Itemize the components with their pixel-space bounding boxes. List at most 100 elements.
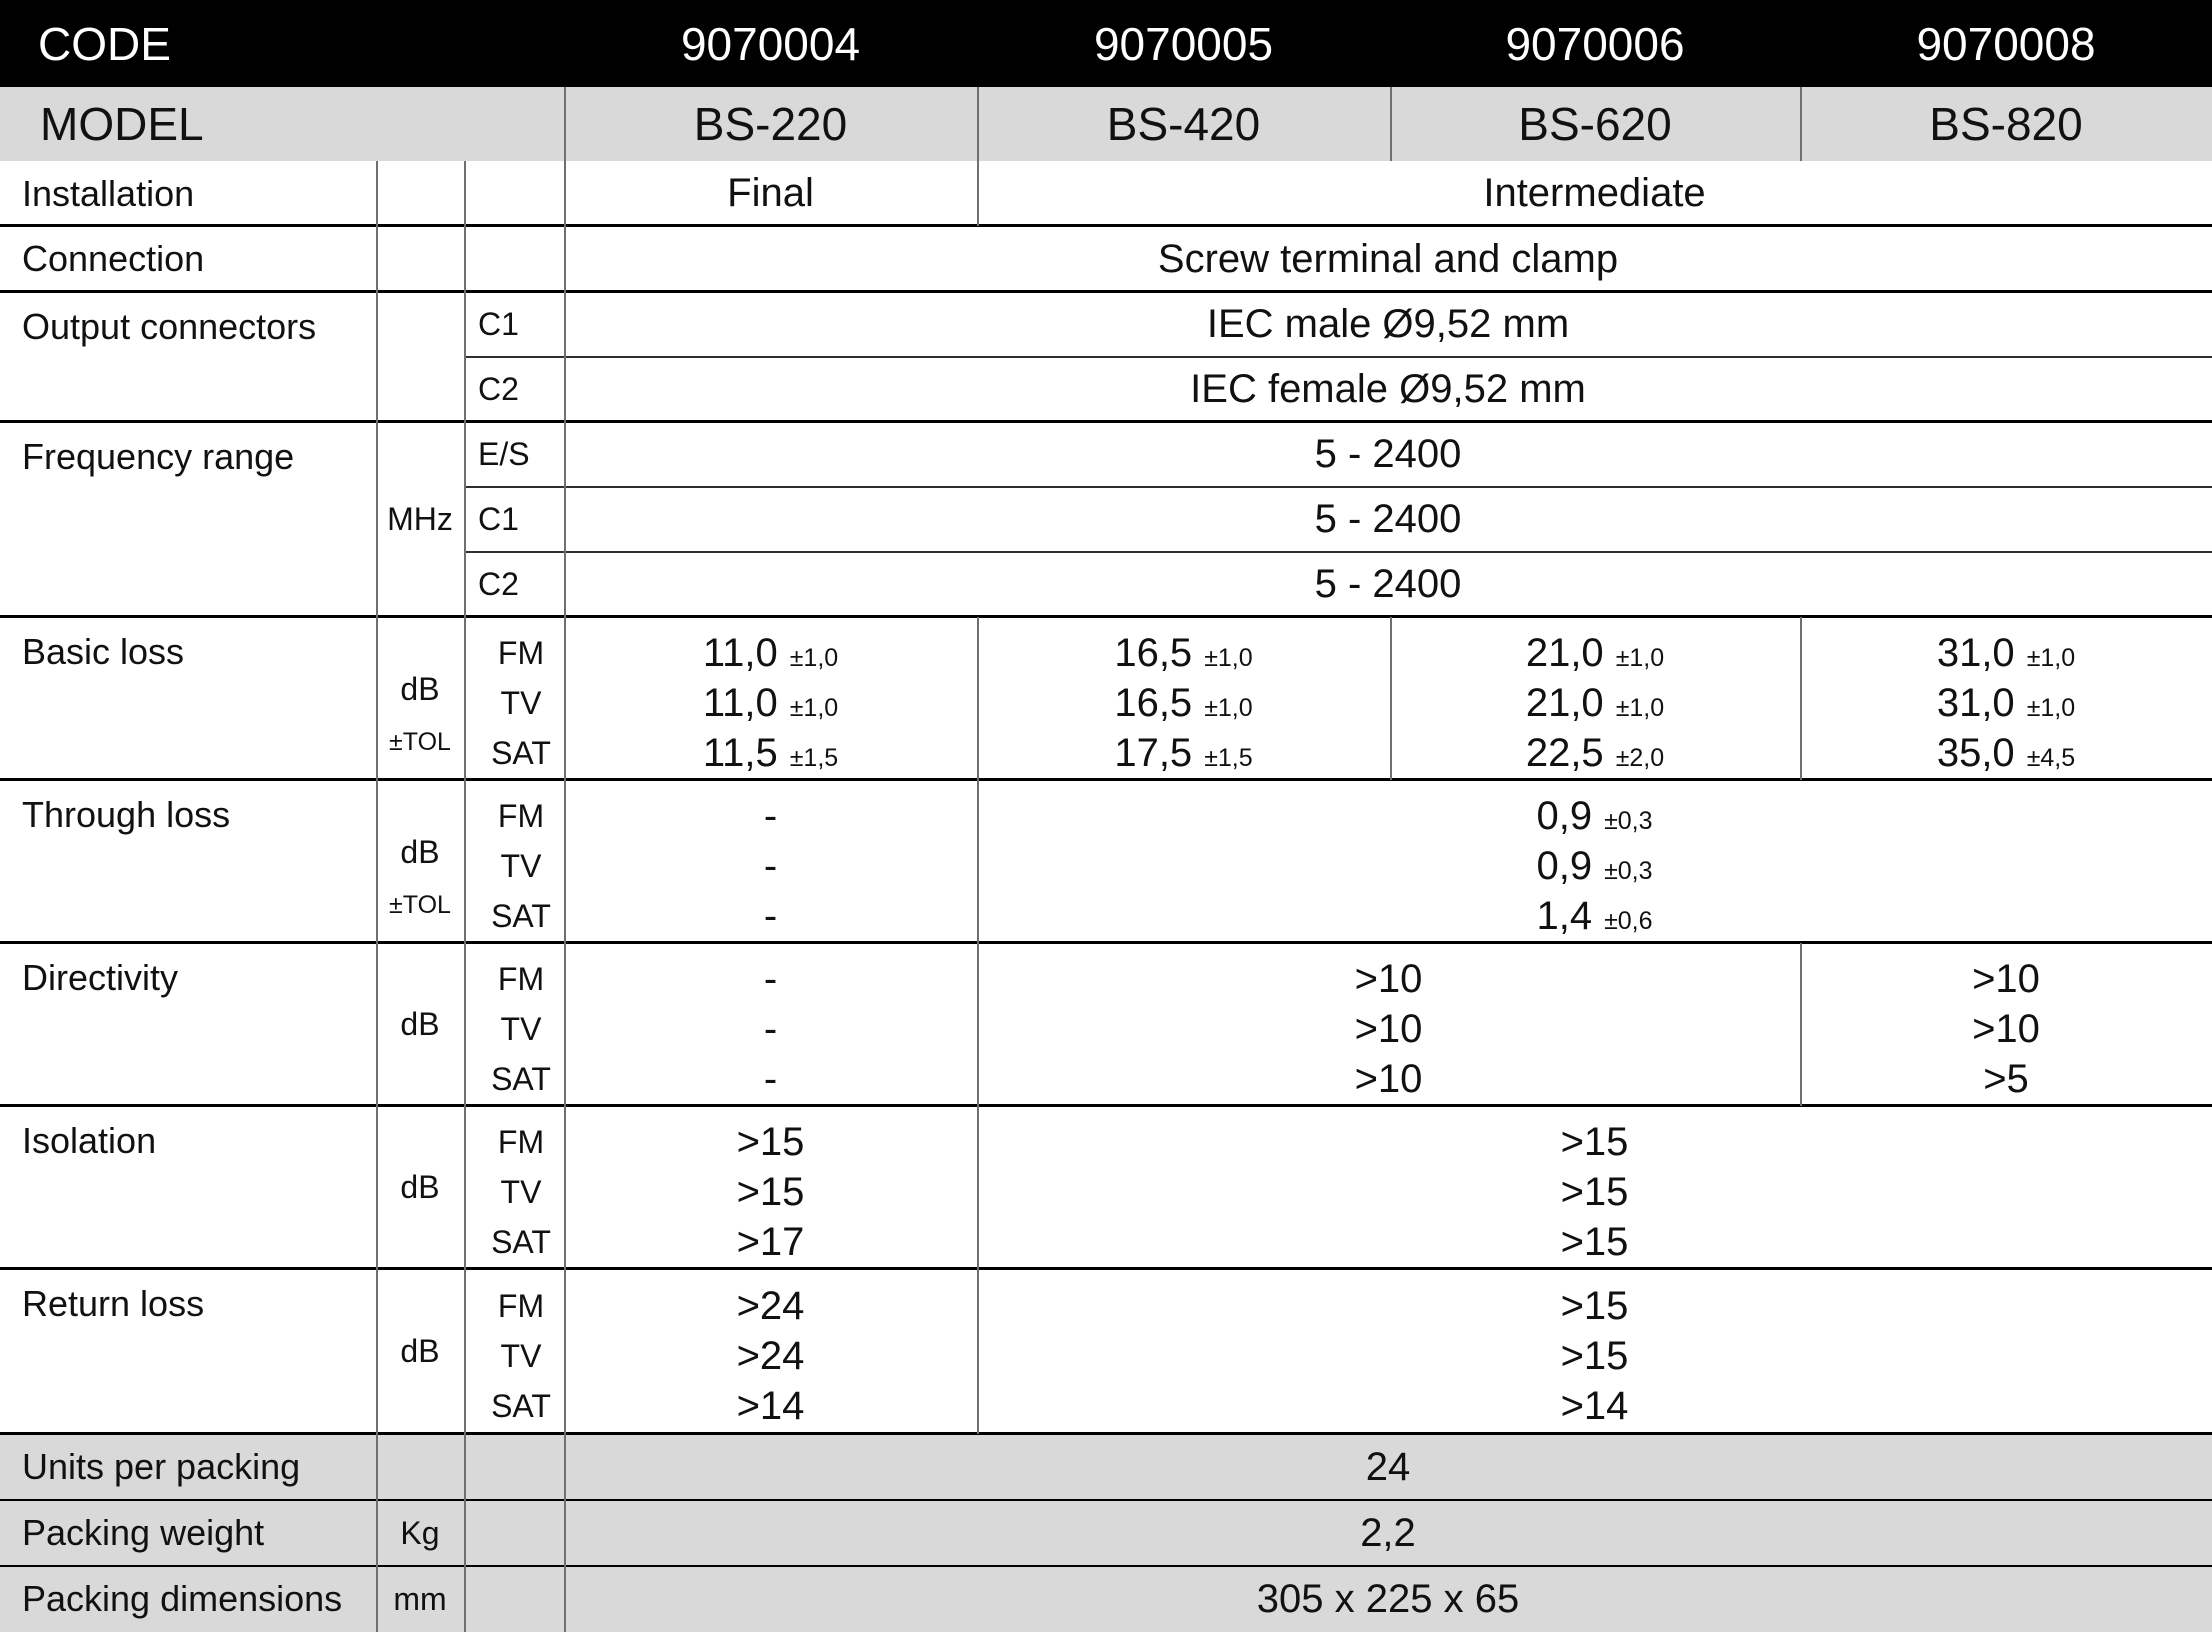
unit-tol: ±TOL — [389, 727, 451, 756]
value: >17 — [736, 1219, 805, 1264]
value: 0,9 — [1536, 843, 1593, 888]
model-value: BS-820 — [1929, 98, 2083, 150]
value: >10 — [1354, 1006, 1423, 1051]
row-label-installation: Installation — [22, 172, 195, 214]
value: >14 — [736, 1383, 805, 1428]
value: >10 — [1354, 956, 1423, 1001]
value: - — [763, 893, 778, 938]
h-divider — [0, 1432, 2212, 1435]
unit-mm: mm — [393, 1580, 447, 1617]
tolerance: ±1,0 — [1615, 693, 1665, 722]
value: >14 — [1560, 1383, 1629, 1428]
row-label-output-connectors: Output connectors — [22, 306, 317, 347]
tolerance: ±1,0 — [789, 693, 839, 722]
return-loss-merged: >15 >15 >14 — [977, 1269, 2212, 1434]
h-divider — [0, 1267, 2212, 1270]
value: >24 — [736, 1333, 805, 1378]
h-divider — [0, 1565, 2212, 1567]
value: 21,0 — [1525, 680, 1604, 725]
unit-db: dB — [400, 670, 440, 707]
unit-tol: ±TOL — [389, 890, 451, 919]
band-tv: TV — [500, 847, 542, 884]
value: >15 — [736, 1169, 805, 1214]
value: 35,0 — [1936, 730, 2015, 775]
value: 31,0 — [1936, 680, 2015, 725]
value: 0,9 — [1536, 793, 1593, 838]
output-connector-c1-value: IEC male Ø9,52 mm — [1206, 302, 1570, 346]
tolerance: ±1,0 — [1204, 693, 1253, 722]
unit-kg: Kg — [400, 1514, 440, 1551]
code-header-band — [0, 0, 2212, 87]
v-divider — [1800, 617, 1802, 780]
band-sat: SAT — [491, 1387, 551, 1424]
model-value: BS-420 — [1106, 98, 1261, 150]
v-divider — [977, 617, 979, 1434]
band-labels-isolation: FM TV SAT — [464, 1106, 564, 1269]
h-divider — [0, 1499, 2212, 1501]
value: 11,0 — [702, 630, 778, 675]
model-value: BS-620 — [1518, 98, 1672, 150]
h-divider — [0, 1104, 2212, 1107]
through-loss-merged: 0,9 ±0,3 0,9 ±0,3 1,4 ±0,6 — [977, 780, 2212, 943]
value: - — [763, 1056, 778, 1101]
through-loss-bs220: - - - — [564, 780, 977, 943]
row-label-return-loss: Return loss — [22, 1283, 205, 1324]
band-tv: TV — [500, 1337, 542, 1374]
connection-value: Screw terminal and clamp — [1157, 236, 1619, 281]
value: 31,0 — [1936, 630, 2015, 675]
value: - — [763, 956, 778, 1001]
row-label-basic-loss: Basic loss — [22, 631, 185, 672]
value: 1,4 — [1536, 893, 1593, 938]
value: >10 — [1972, 1006, 2040, 1051]
sub-label-freq-c1: C1 — [478, 501, 519, 537]
tolerance: ±0,3 — [1604, 856, 1653, 885]
frequency-es-value: 5 - 2400 — [1314, 432, 1462, 476]
value: 11,0 — [702, 680, 778, 725]
band-tv: TV — [500, 684, 542, 721]
h-divider — [464, 486, 2212, 488]
installation-final: Final — [727, 171, 814, 215]
unit-return-loss: dB — [400, 1333, 440, 1369]
band-sat: SAT — [491, 1223, 551, 1260]
code-value: 9070006 — [1505, 17, 1685, 70]
unit-basic-loss: dB ±TOL — [376, 617, 464, 780]
unit-db: dB — [400, 833, 440, 870]
directivity-bs420-bs620: >10 >10 >10 — [977, 943, 1800, 1106]
unit-through-loss: dB ±TOL — [376, 780, 464, 943]
v-divider — [564, 87, 566, 1632]
sub-label-c2: C2 — [478, 371, 519, 407]
value: >15 — [1560, 1283, 1629, 1328]
directivity-bs220: - - - — [564, 943, 977, 1106]
h-divider — [0, 615, 2212, 618]
band-tv: TV — [500, 1010, 542, 1047]
h-divider — [0, 290, 2212, 293]
value: >15 — [736, 1119, 805, 1164]
directivity-bs820: >10 >10 >5 — [1800, 943, 2212, 1106]
value: >10 — [1354, 1056, 1423, 1101]
band-fm: FM — [497, 1123, 545, 1160]
isolation-bs220: >15 >15 >17 — [564, 1106, 977, 1269]
value: >24 — [736, 1283, 805, 1328]
tolerance: ±1,0 — [1204, 643, 1253, 672]
v-divider — [1800, 87, 1802, 161]
band-fm: FM — [497, 960, 545, 997]
frequency-c2-value: 5 - 2400 — [1314, 562, 1462, 606]
v-divider — [1390, 617, 1392, 780]
h-divider — [0, 224, 2212, 227]
tolerance: ±0,3 — [1604, 806, 1653, 835]
output-connector-c2-value: IEC female Ø9,52 mm — [1190, 367, 1586, 411]
return-loss-bs220: >24 >24 >14 — [564, 1269, 977, 1434]
tolerance: ±1,5 — [1204, 743, 1253, 772]
tolerance: ±1,5 — [789, 743, 839, 772]
band-labels-return-loss: FM TV SAT — [464, 1269, 564, 1434]
basic-loss-bs220: 11,0 ±1,0 11,0 ±1,0 11,5 ±1,5 — [564, 617, 977, 780]
tolerance: ±4,5 — [2026, 743, 2076, 772]
row-label-units-per-packing: Units per packing — [22, 1446, 301, 1487]
row-label-directivity: Directivity — [22, 957, 179, 998]
value: 21,0 — [1525, 630, 1604, 675]
basic-loss-bs420: 16,5 ±1,0 16,5 ±1,0 17,5 ±1,5 — [977, 617, 1390, 780]
h-divider — [0, 778, 2212, 781]
band-sat: SAT — [491, 1060, 551, 1097]
sub-label-freq-c2: C2 — [478, 566, 519, 602]
row-label-packing-weight: Packing weight — [22, 1512, 265, 1553]
